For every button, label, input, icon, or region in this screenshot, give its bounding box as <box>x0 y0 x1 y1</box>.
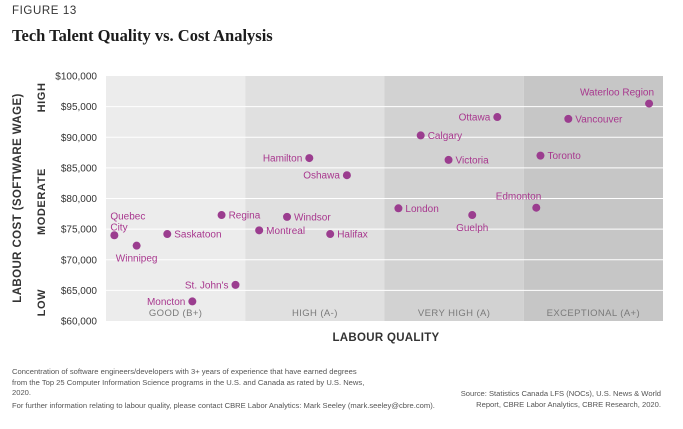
data-point <box>536 151 545 160</box>
y-tick-label: $95,000 <box>61 102 98 113</box>
point-label: Quebec City <box>110 211 145 233</box>
point-label: Montreal <box>266 226 305 237</box>
point-label: Regina <box>229 211 261 222</box>
quality-band-label: VERY HIGH (A) <box>418 308 490 319</box>
point-label: Edmonton <box>496 192 542 203</box>
quality-band-label: HIGH (A-) <box>292 308 338 319</box>
point-label: Victoria <box>456 155 490 166</box>
data-point <box>416 131 425 140</box>
y-tick-label: $85,000 <box>61 163 98 174</box>
point-label: Moncton <box>147 297 185 308</box>
figure-label: FIGURE 13 <box>12 5 77 17</box>
footnote: Concentration of software engineers/deve… <box>12 367 365 397</box>
data-point <box>188 297 197 306</box>
data-point <box>326 230 335 239</box>
y-level-label: MODERATE <box>36 168 48 235</box>
data-point <box>444 155 453 164</box>
data-point <box>394 204 403 213</box>
data-point <box>305 154 314 163</box>
point-label: Waterloo Region <box>580 88 654 99</box>
data-point <box>468 211 477 220</box>
point-label: St. John's <box>185 280 229 291</box>
y-level-label: LOW <box>36 289 48 316</box>
data-point <box>532 203 541 212</box>
data-point <box>132 241 141 250</box>
point-label: Guelph <box>456 223 488 234</box>
quality-band-label: EXCEPTIONAL (A+) <box>547 308 640 319</box>
data-point <box>564 114 573 123</box>
x-axis-title: LABOUR QUALITY <box>332 332 439 344</box>
data-point <box>493 113 502 122</box>
point-label: Ottawa <box>459 113 491 124</box>
point-label: Halifax <box>337 230 368 241</box>
y-tick-label: $60,000 <box>61 317 98 328</box>
data-point <box>645 99 654 108</box>
data-point <box>217 211 226 220</box>
y-tick-label: $70,000 <box>61 255 98 266</box>
point-label: Windsor <box>294 212 331 223</box>
point-label: Saskatoon <box>174 230 221 241</box>
data-point <box>342 171 351 180</box>
y-tick-label: $75,000 <box>61 225 98 236</box>
contact-note: For further information relating to labo… <box>12 401 435 410</box>
chart-title: Tech Talent Quality vs. Cost Analysis <box>12 26 273 45</box>
y-tick-label: $65,000 <box>61 286 98 297</box>
data-point <box>163 230 172 239</box>
point-label: Winnipeg <box>116 254 158 265</box>
y-axis-title: LABOUR COST (SOFTWARE WAGE) <box>12 93 24 302</box>
point-label: London <box>405 204 438 215</box>
y-tick-label: $90,000 <box>61 133 98 144</box>
data-point <box>255 226 264 235</box>
point-label: Hamilton <box>263 154 302 165</box>
data-point <box>283 212 292 221</box>
quality-band-label: GOOD (B+) <box>149 308 202 319</box>
y-tick-label: $100,000 <box>55 72 97 83</box>
scatter-chart: GOOD (B+) HIGH (A-) VERY HIGH (A) EXCEPTION… <box>12 72 663 344</box>
y-level-label: HIGH <box>36 82 48 112</box>
point-label: Vancouver <box>575 114 623 125</box>
point-label: Toronto <box>547 151 581 162</box>
point-label: Oshawa <box>303 171 340 182</box>
data-point <box>110 231 119 240</box>
y-tick-label: $80,000 <box>61 194 98 205</box>
source-note: Source: Statistics Canada LFS (NOCs), U.… <box>460 389 661 409</box>
point-label: Calgary <box>428 131 462 142</box>
data-point <box>231 280 240 289</box>
